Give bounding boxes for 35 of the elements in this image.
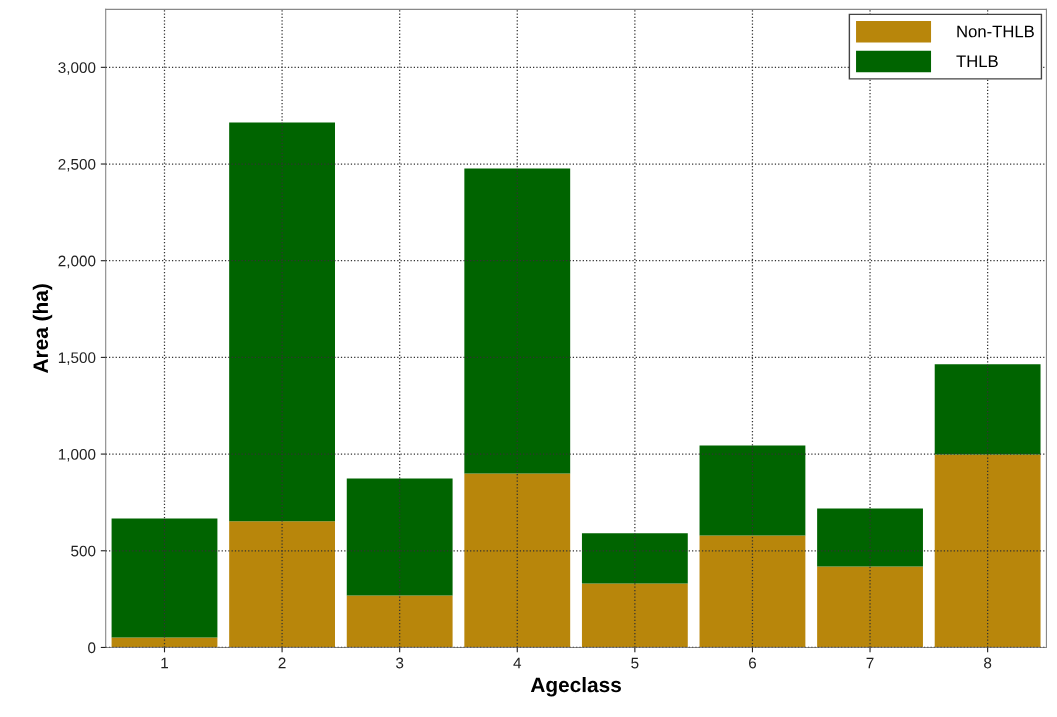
x-tick-label: 7 [866, 657, 874, 669]
x-tick-label: 4 [513, 657, 522, 669]
bar [464, 473, 571, 648]
bar [817, 508, 923, 567]
bar [229, 122, 335, 522]
bar [934, 454, 1041, 648]
y-tick-label: 3,000 [58, 62, 96, 75]
x-tick-label: 1 [161, 657, 168, 669]
bar [464, 168, 571, 474]
bar [111, 518, 218, 638]
y-tick-label: 500 [71, 545, 96, 557]
y-tick-label: 0 [88, 642, 96, 654]
legend-label: Non-THLB [957, 25, 1034, 38]
x-tick-label: 2 [278, 657, 286, 669]
y-tick-label: 2,000 [58, 255, 96, 269]
bar [346, 595, 453, 648]
bar [699, 535, 806, 648]
bar [111, 637, 218, 648]
y-tick-label: 1,500 [58, 352, 96, 365]
bar [699, 445, 806, 536]
bar [934, 364, 1041, 455]
y-tick-label: 1,000 [58, 448, 96, 462]
x-tick-label: 3 [396, 657, 404, 669]
bar [817, 566, 923, 648]
bar [581, 533, 688, 584]
y-axis-title: Area (ha) [32, 284, 53, 374]
legend-label: THLB [956, 55, 998, 67]
bar [346, 478, 453, 596]
x-tick-label: 8 [984, 657, 992, 669]
y-tick-label: 2,500 [58, 158, 96, 172]
bar [229, 521, 335, 648]
x-tick-label: 5 [631, 657, 639, 669]
bar [581, 583, 688, 648]
x-tick-label: 6 [748, 657, 757, 669]
x-axis-title: Ageclass [530, 676, 621, 697]
